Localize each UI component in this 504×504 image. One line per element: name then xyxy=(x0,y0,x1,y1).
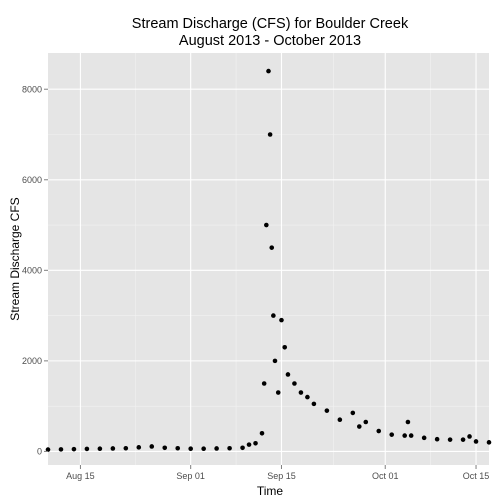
data-point xyxy=(282,344,288,350)
data-point xyxy=(473,439,479,444)
chart-title: Stream Discharge (CFS) for Boulder Creek xyxy=(132,16,409,32)
data-point xyxy=(149,444,155,449)
data-point xyxy=(408,433,414,438)
x-axis: Aug 15 Sep 01 Sep 15 Oct 01 Oct 15 xyxy=(66,465,489,481)
y-tick-label: 6000 xyxy=(22,175,42,185)
data-point xyxy=(240,445,245,451)
x-tick-label: Aug 15 xyxy=(66,471,95,481)
data-point xyxy=(279,317,284,323)
data-point xyxy=(421,435,427,441)
data-point xyxy=(214,446,219,451)
data-point xyxy=(298,390,304,395)
data-point xyxy=(261,381,267,386)
x-tick-label: Sep 15 xyxy=(267,471,296,481)
data-point xyxy=(356,424,362,429)
data-point xyxy=(324,408,330,413)
data-point xyxy=(97,446,103,452)
y-tick-label: 2000 xyxy=(22,356,42,366)
data-point xyxy=(405,419,411,425)
data-point xyxy=(376,428,382,434)
data-point xyxy=(305,394,310,400)
data-point xyxy=(45,447,51,452)
data-point xyxy=(246,442,252,447)
data-point xyxy=(110,446,116,451)
data-point xyxy=(71,446,77,452)
data-point xyxy=(272,358,278,364)
data-point xyxy=(253,440,258,446)
data-points xyxy=(45,68,492,452)
data-point xyxy=(162,445,168,451)
data-point xyxy=(58,447,64,452)
data-point xyxy=(136,445,142,450)
y-tick-label: 8000 xyxy=(22,84,42,94)
data-point xyxy=(447,437,453,442)
y-tick-label: 0 xyxy=(37,447,42,457)
data-point xyxy=(123,445,129,451)
x-tick-label: Sep 01 xyxy=(176,471,205,481)
x-axis-title: Time xyxy=(257,484,284,498)
data-point xyxy=(266,68,271,74)
data-point xyxy=(84,446,90,452)
data-point xyxy=(264,222,269,228)
data-point xyxy=(269,245,275,250)
data-point xyxy=(227,445,232,451)
data-point xyxy=(271,313,276,318)
data-point xyxy=(350,410,356,416)
data-point xyxy=(175,445,181,451)
data-point xyxy=(267,132,273,137)
data-point xyxy=(285,372,291,377)
data-point xyxy=(434,436,440,442)
data-point xyxy=(275,390,281,395)
y-tick-label: 4000 xyxy=(22,266,42,276)
chart-subtitle: August 2013 - October 2013 xyxy=(179,33,361,49)
data-point xyxy=(259,431,265,436)
data-point xyxy=(188,446,193,452)
data-point xyxy=(467,434,472,439)
data-point xyxy=(363,419,369,425)
y-axis-title: Stream Discharge CFS xyxy=(8,197,22,320)
data-point xyxy=(486,440,492,445)
data-point xyxy=(292,381,297,386)
x-tick-label: Oct 15 xyxy=(463,471,490,481)
data-point xyxy=(337,417,343,423)
plot-panel xyxy=(48,53,489,465)
gridlines xyxy=(48,53,489,465)
data-point xyxy=(311,401,317,407)
data-point xyxy=(389,432,395,437)
data-point xyxy=(402,433,407,438)
data-point xyxy=(460,437,466,442)
x-tick-label: Oct 01 xyxy=(372,471,399,481)
y-axis: 0 2000 4000 6000 8000 xyxy=(22,84,48,457)
data-point xyxy=(201,446,206,452)
